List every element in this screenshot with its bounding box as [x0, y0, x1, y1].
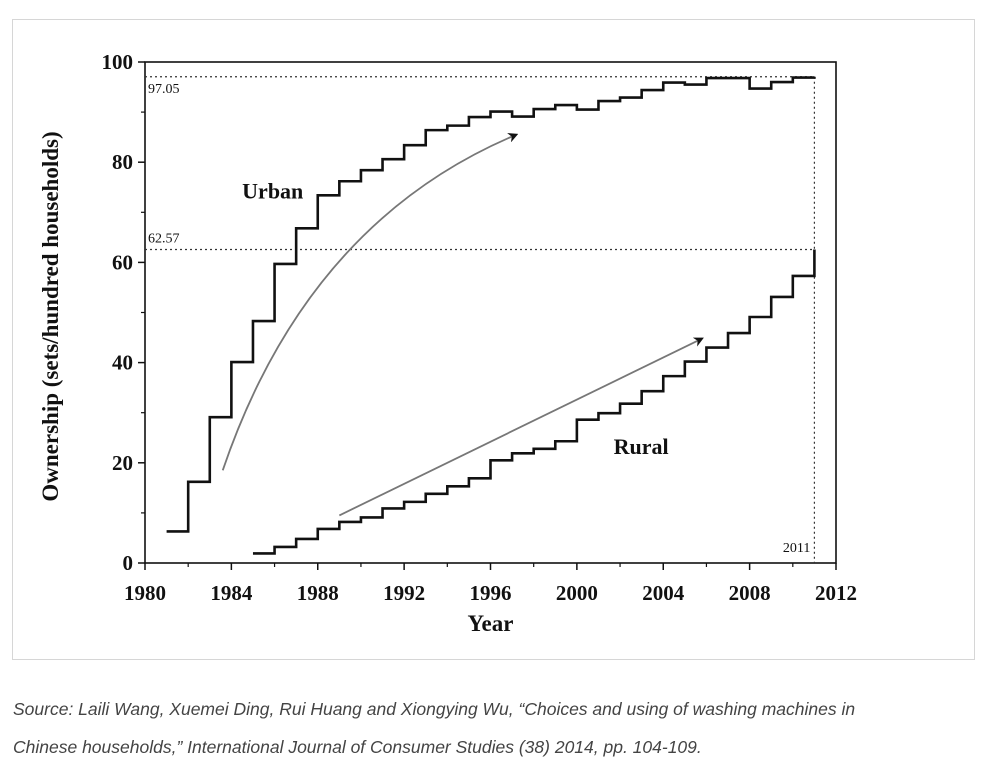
y-tick-label: 20 [112, 451, 133, 475]
urban-step-line [166, 76, 816, 533]
y-tick-label: 100 [102, 50, 134, 74]
x-tick-label: 2000 [556, 581, 598, 605]
y-tick-label: 80 [112, 150, 133, 174]
x-tick-label: 2012 [815, 581, 857, 605]
ownership-step-chart: 1980 1984 1988 1992 1996 2000 2004 2008 2012 0 20… [38, 50, 857, 636]
x-tick-label: 1988 [297, 581, 339, 605]
x-tick-label: 1996 [470, 581, 512, 605]
plot-area [144, 61, 837, 564]
x-axis-ticks: 1980 1984 1988 1992 1996 2000 2004 2008 2012 [124, 563, 857, 605]
series-group [166, 76, 816, 555]
urban-trend-arrow [221, 133, 519, 471]
y-axis-label: Ownership (sets/hundred households) [38, 131, 63, 501]
figure-frame: 1980 1984 1988 1992 1996 2000 2004 2008 2012 0 20… [12, 19, 975, 660]
rural-trend-arrow [338, 337, 704, 517]
x-tick-label: 2004 [642, 581, 685, 605]
axes-box [144, 61, 837, 564]
y-tick-label: 0 [123, 551, 134, 575]
x-tick-label: 1984 [210, 581, 253, 605]
final-year-label: 2011 [783, 541, 810, 556]
source-caption: Source: Laili Wang, Xuemei Ding, Rui Hua… [13, 690, 978, 766]
x-tick-label: 2008 [729, 581, 771, 605]
x-tick-label: 1992 [383, 581, 425, 605]
urban-final-value-label: 97.05 [148, 82, 180, 97]
x-axis-label: Year [468, 611, 514, 636]
rural-final-value-label: 62.57 [148, 232, 180, 247]
rural-series-label: Rural [614, 434, 669, 459]
y-axis-ticks: 0 20 40 60 80 100 [102, 50, 145, 575]
caption-line-2: Chinese households,” International Journ… [13, 737, 702, 757]
rural-step-line [252, 249, 816, 555]
x-tick-label: 1980 [124, 581, 166, 605]
trend-arrows [221, 133, 704, 517]
reference-lines [145, 76, 816, 563]
caption-line-1: Source: Laili Wang, Xuemei Ding, Rui Hua… [13, 699, 856, 719]
urban-series-label: Urban [242, 178, 303, 203]
y-tick-label: 40 [112, 351, 133, 375]
y-tick-label: 60 [112, 250, 133, 274]
